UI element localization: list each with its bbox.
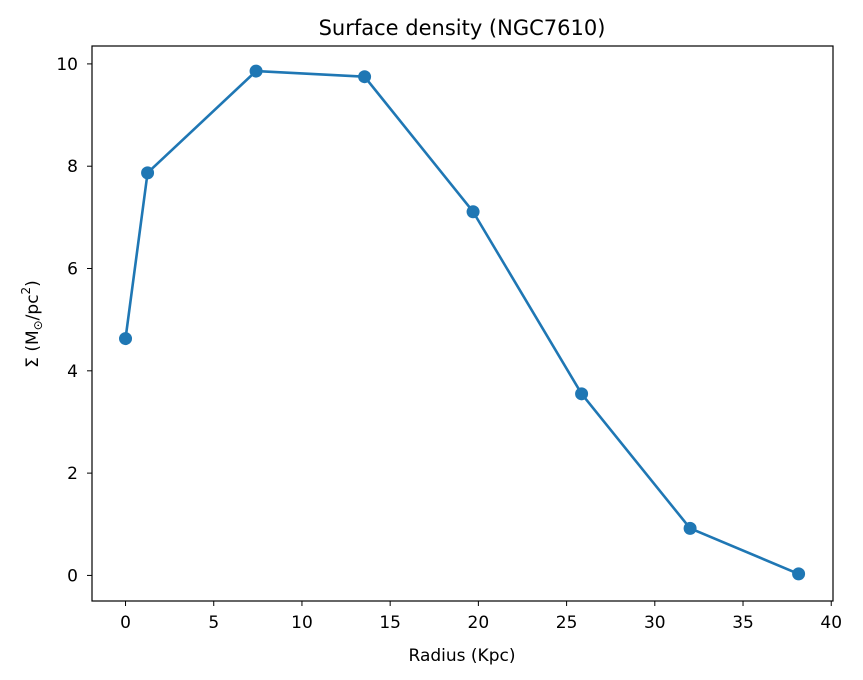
- y-tick-label: 10: [56, 55, 78, 75]
- data-point: [119, 332, 133, 346]
- data-point: [141, 166, 155, 180]
- x-tick-label: 25: [556, 613, 578, 633]
- data-point: [358, 70, 372, 84]
- axes-frame: [91, 45, 834, 602]
- x-tick-label: 10: [291, 613, 313, 633]
- data-point: [575, 387, 589, 401]
- y-tick-label: 8: [67, 157, 78, 177]
- data-point: [792, 567, 806, 581]
- x-tick-label: 30: [644, 613, 666, 633]
- x-tick-label: 40: [820, 613, 842, 633]
- data-point: [683, 521, 697, 535]
- data-point: [249, 64, 263, 78]
- y-tick-label: 0: [67, 566, 78, 586]
- x-tick-label: 0: [120, 613, 131, 633]
- x-axis-label: Radius (Kpc): [409, 646, 516, 666]
- x-tick-label: 20: [468, 613, 490, 633]
- x-tick-label: 5: [208, 613, 219, 633]
- y-axis-label: Σ (M⊙/pc2): [19, 280, 45, 368]
- x-tick-label: 35: [732, 613, 754, 633]
- y-tick-label: 4: [67, 362, 78, 382]
- chart-title: Surface density (NGC7610): [319, 16, 606, 40]
- x-tick-label: 15: [379, 613, 401, 633]
- plot-area: [119, 64, 806, 581]
- y-axis: 0 2 4 6 8 10: [56, 55, 92, 586]
- series-line: [124, 69, 800, 576]
- y-tick-label: 6: [67, 260, 78, 280]
- y-tick-label: 2: [67, 464, 78, 484]
- data-point: [466, 205, 480, 219]
- x-axis: 0 5 10 15 20 25 30 35 40: [120, 601, 842, 633]
